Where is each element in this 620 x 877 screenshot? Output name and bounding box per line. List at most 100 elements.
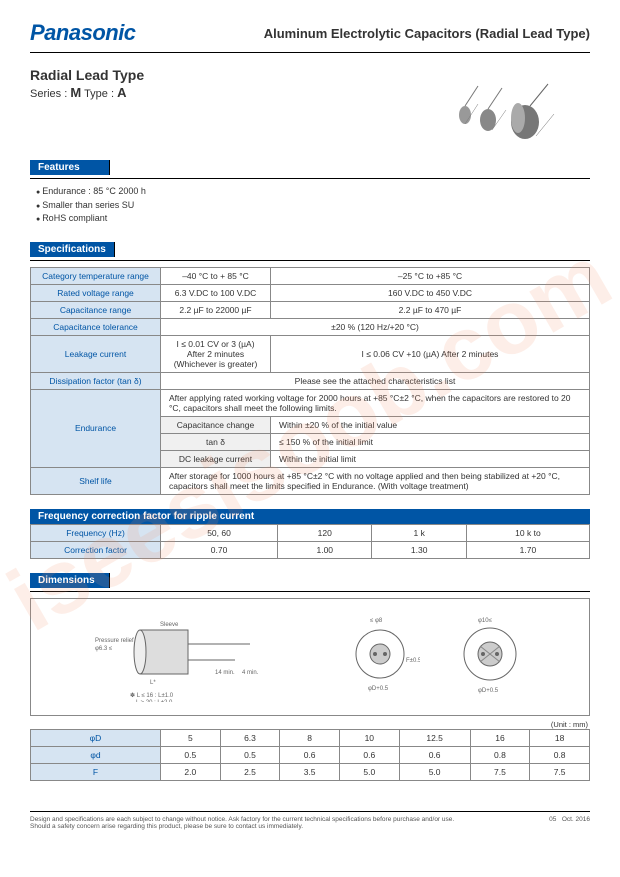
dims-label: φd <box>31 746 161 763</box>
features-heading: Features <box>30 160 110 175</box>
capacitor-illustration <box>440 80 580 140</box>
spec-cell: 6.3 V.DC to 100 V.DC <box>161 284 271 301</box>
dims-cell: 5.0 <box>399 763 470 780</box>
freq-cell: 1.30 <box>372 541 466 558</box>
dims-cell: 8 <box>280 729 340 746</box>
dims-cell: 16 <box>470 729 530 746</box>
spec-cell: –25 °C to +85 °C <box>271 267 590 284</box>
svg-text:L*: L* <box>150 680 156 686</box>
series-value: M <box>70 85 81 100</box>
feature-item: RoHS compliant <box>36 212 590 226</box>
spec-sublabel: tan δ <box>161 433 271 450</box>
spec-sublabel: DC leakage current <box>161 450 271 467</box>
dims-cell: 0.6 <box>280 746 340 763</box>
spec-sublabel: Capacitance change <box>161 416 271 433</box>
dims-cell: 18 <box>530 729 590 746</box>
page-title: Aluminum Electrolytic Capacitors (Radial… <box>264 26 590 41</box>
dims-diagram: Pressure relief φ6.3 ≤ Sleeve 14 min. 4 … <box>39 607 581 707</box>
dims-cell: 0.5 <box>161 746 221 763</box>
svg-text:4 min.: 4 min. <box>242 670 259 676</box>
svg-text:Pressure relief: Pressure relief <box>95 638 134 644</box>
freq-cell: 10 k to <box>466 524 589 541</box>
svg-text:φ6.3 ≤: φ6.3 ≤ <box>95 646 113 652</box>
svg-text:F±0.5: F±0.5 <box>406 658 420 664</box>
spec-cell: 2.2 µF to 470 µF <box>271 301 590 318</box>
freq-cell: 1 k <box>372 524 466 541</box>
svg-text:φD+0.5: φD+0.5 <box>478 688 499 694</box>
dims-cell: 0.5 <box>220 746 280 763</box>
features-list: Endurance : 85 °C 2000 h Smaller than se… <box>36 185 590 226</box>
type-label: Type : <box>84 88 117 100</box>
spec-cell: Please see the attached characteristics … <box>161 372 590 389</box>
dims-cell: 6.3 <box>220 729 280 746</box>
series-label: Series : <box>30 88 70 100</box>
svg-text:φ10≤: φ10≤ <box>478 618 493 624</box>
feature-item: Smaller than series SU <box>36 199 590 213</box>
spec-label: Shelf life <box>31 467 161 494</box>
freq-cell: 120 <box>278 524 372 541</box>
dims-cell: 7.5 <box>470 763 530 780</box>
dims-heading: Dimensions <box>30 573 110 588</box>
spec-cell: Within the initial limit <box>271 450 590 467</box>
spec-label: Capacitance range <box>31 301 161 318</box>
specs-heading: Specifications <box>30 242 115 257</box>
dims-unit: (Unit : mm) <box>30 720 588 729</box>
freq-table: Frequency (Hz) 50, 601201 k10 k to Corre… <box>30 524 590 559</box>
dims-cell: 3.5 <box>280 763 340 780</box>
dims-cell: 2.5 <box>220 763 280 780</box>
freq-label: Frequency (Hz) <box>31 524 161 541</box>
svg-text:Sleeve: Sleeve <box>160 622 179 628</box>
spec-label: Capacitance tolerance <box>31 318 161 335</box>
dims-cell: 0.8 <box>470 746 530 763</box>
brand-logo: Panasonic <box>30 20 136 46</box>
spec-cell: After applying rated working voltage for… <box>161 389 590 416</box>
specs-table: Category temperature range–40 °C to + 85… <box>30 267 590 495</box>
spec-label: Leakage current <box>31 335 161 372</box>
spec-cell: Within ±20 % of the initial value <box>271 416 590 433</box>
spec-cell: After storage for 1000 hours at +85 °C±2… <box>161 467 590 494</box>
dims-table: φD 56.381012.51618 φd 0.50.50.60.60.60.8… <box>30 729 590 781</box>
features-section: Features Endurance : 85 °C 2000 h Smalle… <box>30 160 590 226</box>
dims-label: F <box>31 763 161 780</box>
feature-item: Endurance : 85 °C 2000 h <box>36 185 590 199</box>
spec-cell: ≤ 150 % of the initial limit <box>271 433 590 450</box>
svg-text:≤ φ8: ≤ φ8 <box>370 618 383 624</box>
spec-cell: ±20 % (120 Hz/+20 °C) <box>161 318 590 335</box>
dims-cell: 7.5 <box>530 763 590 780</box>
svg-text:✽ L ≤ 16 : L±1.0: ✽ L ≤ 16 : L±1.0 <box>130 692 174 699</box>
svg-text:14 min.: 14 min. <box>215 670 235 676</box>
spec-cell: 2.2 µF to 22000 µF <box>161 301 271 318</box>
spec-label: Rated voltage range <box>31 284 161 301</box>
freq-cell: 50, 60 <box>161 524 278 541</box>
spec-cell: I ≤ 0.06 CV +10 (µA) After 2 minutes <box>271 335 590 372</box>
freq-label: Correction factor <box>31 541 161 558</box>
dims-cell: 2.0 <box>161 763 221 780</box>
freq-cell: 0.70 <box>161 541 278 558</box>
dims-cell: 5.0 <box>339 763 399 780</box>
dims-cell: 0.6 <box>339 746 399 763</box>
spec-label: Dissipation factor (tan δ) <box>31 372 161 389</box>
spec-cell: I ≤ 0.01 CV or 3 (µA) After 2 minutes (W… <box>161 335 271 372</box>
page-header: Panasonic Aluminum Electrolytic Capacito… <box>30 20 590 53</box>
freq-cell: 1.00 <box>278 541 372 558</box>
spec-cell: 160 V.DC to 450 V.DC <box>271 284 590 301</box>
footer-page: 05 <box>549 816 556 823</box>
svg-text:φD+0.5: φD+0.5 <box>368 686 389 692</box>
dims-cell: 5 <box>161 729 221 746</box>
dims-cell: 10 <box>339 729 399 746</box>
dims-label: φD <box>31 729 161 746</box>
dims-cell: 12.5 <box>399 729 470 746</box>
footer-date: Oct. 2016 <box>562 816 590 823</box>
footer-text: Design and specifications are each subje… <box>30 816 454 830</box>
dims-cell: 0.8 <box>530 746 590 763</box>
freq-heading: Frequency correction factor for ripple c… <box>30 509 590 524</box>
dims-diagram-box: Pressure relief φ6.3 ≤ Sleeve 14 min. 4 … <box>30 598 590 716</box>
spec-cell: –40 °C to + 85 °C <box>161 267 271 284</box>
spec-label: Endurance <box>31 389 161 467</box>
type-value: A <box>117 85 126 100</box>
freq-cell: 1.70 <box>466 541 589 558</box>
dims-cell: 0.6 <box>399 746 470 763</box>
page-footer: Design and specifications are each subje… <box>30 811 590 830</box>
spec-label: Category temperature range <box>31 267 161 284</box>
svg-text:L ≥ 20 : L±2.0: L ≥ 20 : L±2.0 <box>136 700 173 702</box>
